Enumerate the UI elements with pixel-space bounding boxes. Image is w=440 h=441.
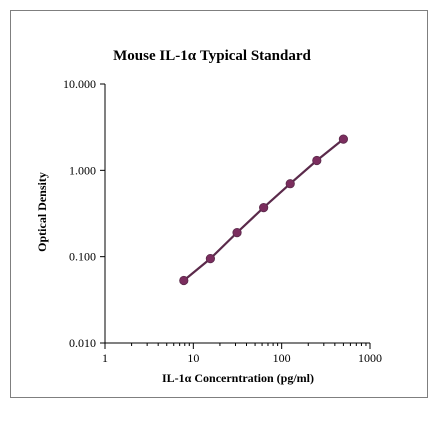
y-tick-label: 0.100	[69, 250, 96, 264]
x-axis-label: IL-1α Concerntration (pg/ml)	[162, 371, 314, 385]
x-tick-label: 1	[102, 351, 108, 365]
chart-frame	[10, 10, 428, 398]
data-point	[232, 228, 242, 238]
chart-title: Mouse IL-1α Typical Standard	[113, 48, 311, 64]
series-group	[179, 134, 349, 286]
y-axis-label: Optical Density	[35, 172, 49, 252]
data-point	[205, 253, 215, 264]
data-point	[259, 203, 269, 213]
data-point	[285, 179, 295, 189]
x-tick-label: 100	[273, 351, 291, 365]
y-tick-label: 0.010	[69, 336, 96, 350]
axes	[104, 84, 370, 344]
data-point	[179, 275, 189, 286]
x-tick-label: 10	[187, 351, 199, 365]
y-tick-label: 10.000	[63, 77, 96, 91]
ticks: 0.010 0.100 1.000 10.000 1 10 100 1000	[63, 77, 382, 365]
data-point	[312, 155, 322, 166]
y-tick-label: 1.000	[69, 163, 96, 177]
data-point	[338, 134, 349, 144]
x-tick-label: 1000	[358, 351, 382, 365]
